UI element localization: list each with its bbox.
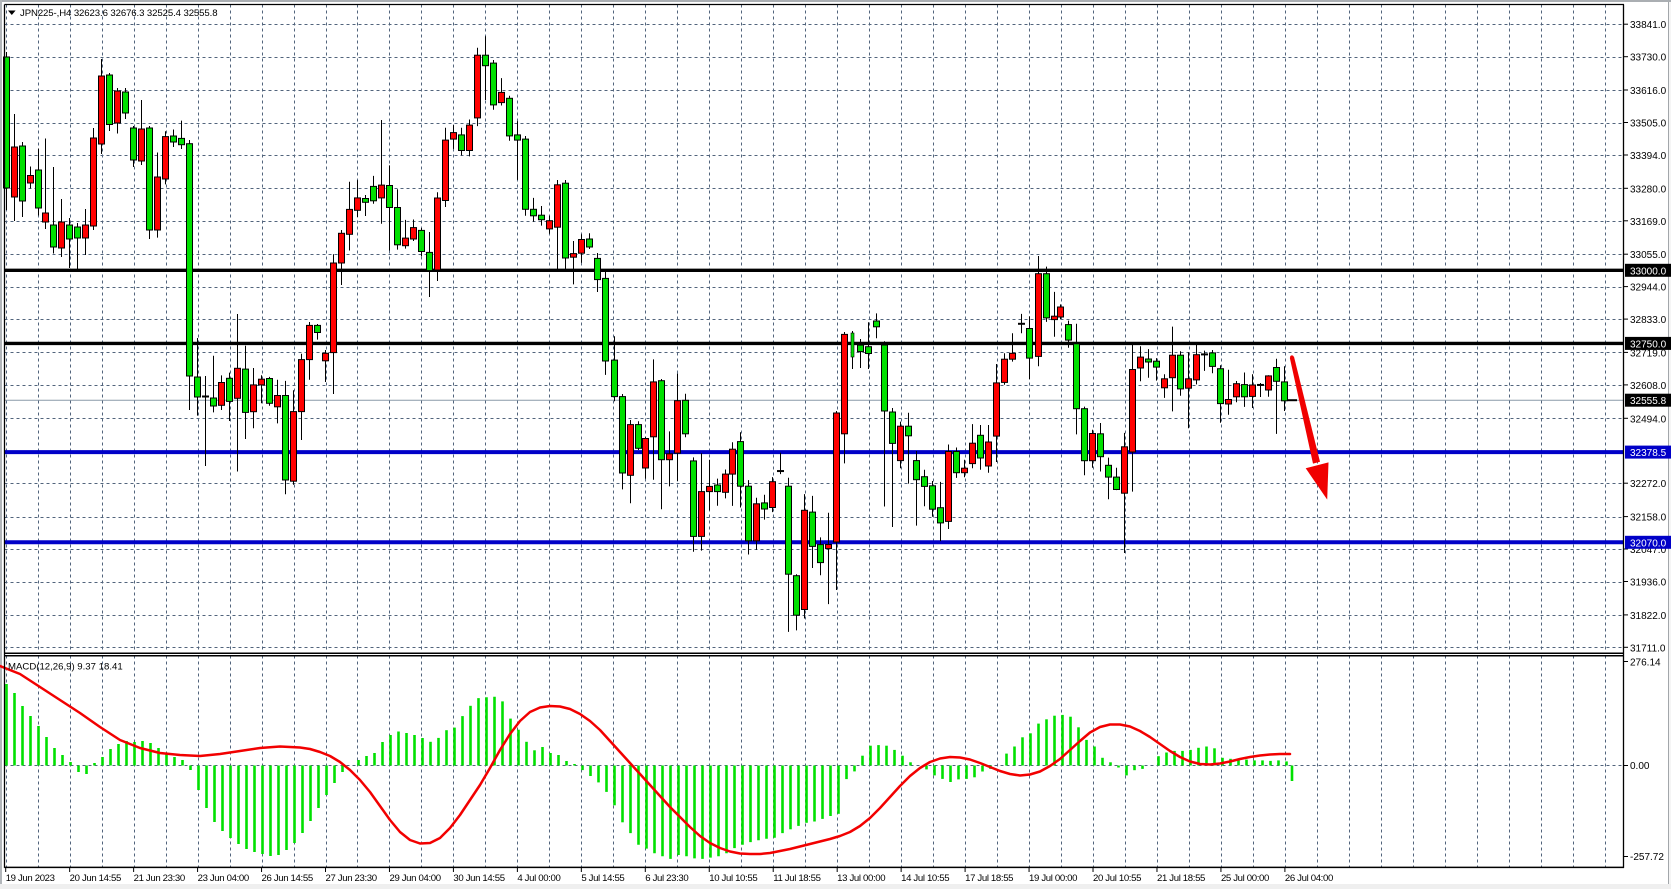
svg-text:31936.0: 31936.0	[1630, 578, 1667, 589]
svg-text:MACD(12,26,9) 9.37 18.41: MACD(12,26,9) 9.37 18.41	[8, 662, 123, 673]
svg-text:20 Jul 10:55: 20 Jul 10:55	[1093, 873, 1141, 884]
svg-text:11 Jul 18:55: 11 Jul 18:55	[773, 873, 820, 884]
svg-text:19 Jul 00:00: 19 Jul 00:00	[1029, 873, 1077, 884]
svg-text:23 Jun 04:00: 23 Jun 04:00	[198, 873, 249, 884]
svg-text:33730.0: 33730.0	[1630, 53, 1667, 64]
svg-text:32272.0: 32272.0	[1630, 479, 1667, 490]
svg-text:13 Jul 00:00: 13 Jul 00:00	[837, 873, 885, 884]
svg-text:14 Jul 10:55: 14 Jul 10:55	[901, 873, 949, 884]
svg-text:32158.0: 32158.0	[1630, 513, 1667, 524]
svg-text:33394.0: 33394.0	[1630, 151, 1667, 162]
svg-text:32608.0: 32608.0	[1630, 381, 1667, 392]
svg-text:32555.8: 32555.8	[1630, 396, 1667, 407]
svg-text:31822.0: 31822.0	[1630, 611, 1667, 622]
svg-text:32944.0: 32944.0	[1630, 283, 1667, 294]
svg-text:33505.0: 33505.0	[1630, 119, 1667, 130]
svg-text:17 Jul 18:55: 17 Jul 18:55	[965, 873, 1013, 884]
svg-text:25 Jul 00:00: 25 Jul 00:00	[1221, 873, 1269, 884]
svg-text:27 Jun 23:30: 27 Jun 23:30	[326, 873, 377, 884]
svg-text:4 Jul 00:00: 4 Jul 00:00	[517, 873, 560, 884]
svg-text:32494.0: 32494.0	[1630, 414, 1667, 425]
svg-text:32833.0: 32833.0	[1630, 315, 1667, 326]
svg-text:-257.72: -257.72	[1630, 852, 1664, 863]
svg-text:33841.0: 33841.0	[1630, 20, 1667, 31]
svg-text:JPN225-,H4 32623.6 32676.3 32: JPN225-,H4 32623.6 32676.3 32525.4 32555…	[20, 8, 217, 19]
svg-text:30 Jun 14:55: 30 Jun 14:55	[453, 873, 504, 884]
svg-text:31711.0: 31711.0	[1630, 643, 1666, 654]
svg-text:276.14: 276.14	[1630, 658, 1661, 669]
svg-text:32750.0: 32750.0	[1630, 339, 1667, 350]
svg-text:33000.0: 33000.0	[1630, 266, 1667, 277]
svg-text:20 Jun 14:55: 20 Jun 14:55	[70, 873, 121, 884]
svg-text:33616.0: 33616.0	[1630, 86, 1667, 97]
svg-text:32719.0: 32719.0	[1630, 348, 1667, 359]
svg-text:29 Jun 04:00: 29 Jun 04:00	[389, 873, 440, 884]
svg-text:33280.0: 33280.0	[1630, 184, 1667, 195]
svg-text:19 Jun 2023: 19 Jun 2023	[6, 873, 55, 884]
svg-text:33169.0: 33169.0	[1630, 217, 1667, 228]
svg-text:6 Jul 23:30: 6 Jul 23:30	[645, 873, 688, 884]
svg-text:21 Jun 23:30: 21 Jun 23:30	[134, 873, 185, 884]
svg-text:10 Jul 10:55: 10 Jul 10:55	[709, 873, 757, 884]
svg-text:26 Jun 14:55: 26 Jun 14:55	[262, 873, 313, 884]
svg-text:32070.0: 32070.0	[1630, 538, 1667, 549]
svg-text:5 Jul 14:55: 5 Jul 14:55	[581, 873, 624, 884]
svg-text:33055.0: 33055.0	[1630, 250, 1667, 261]
svg-text:0.00: 0.00	[1630, 761, 1650, 772]
svg-text:26 Jul 04:00: 26 Jul 04:00	[1285, 873, 1333, 884]
svg-text:32047.0: 32047.0	[1630, 545, 1667, 556]
svg-text:21 Jul 18:55: 21 Jul 18:55	[1157, 873, 1205, 884]
svg-text:32378.5: 32378.5	[1630, 448, 1667, 459]
